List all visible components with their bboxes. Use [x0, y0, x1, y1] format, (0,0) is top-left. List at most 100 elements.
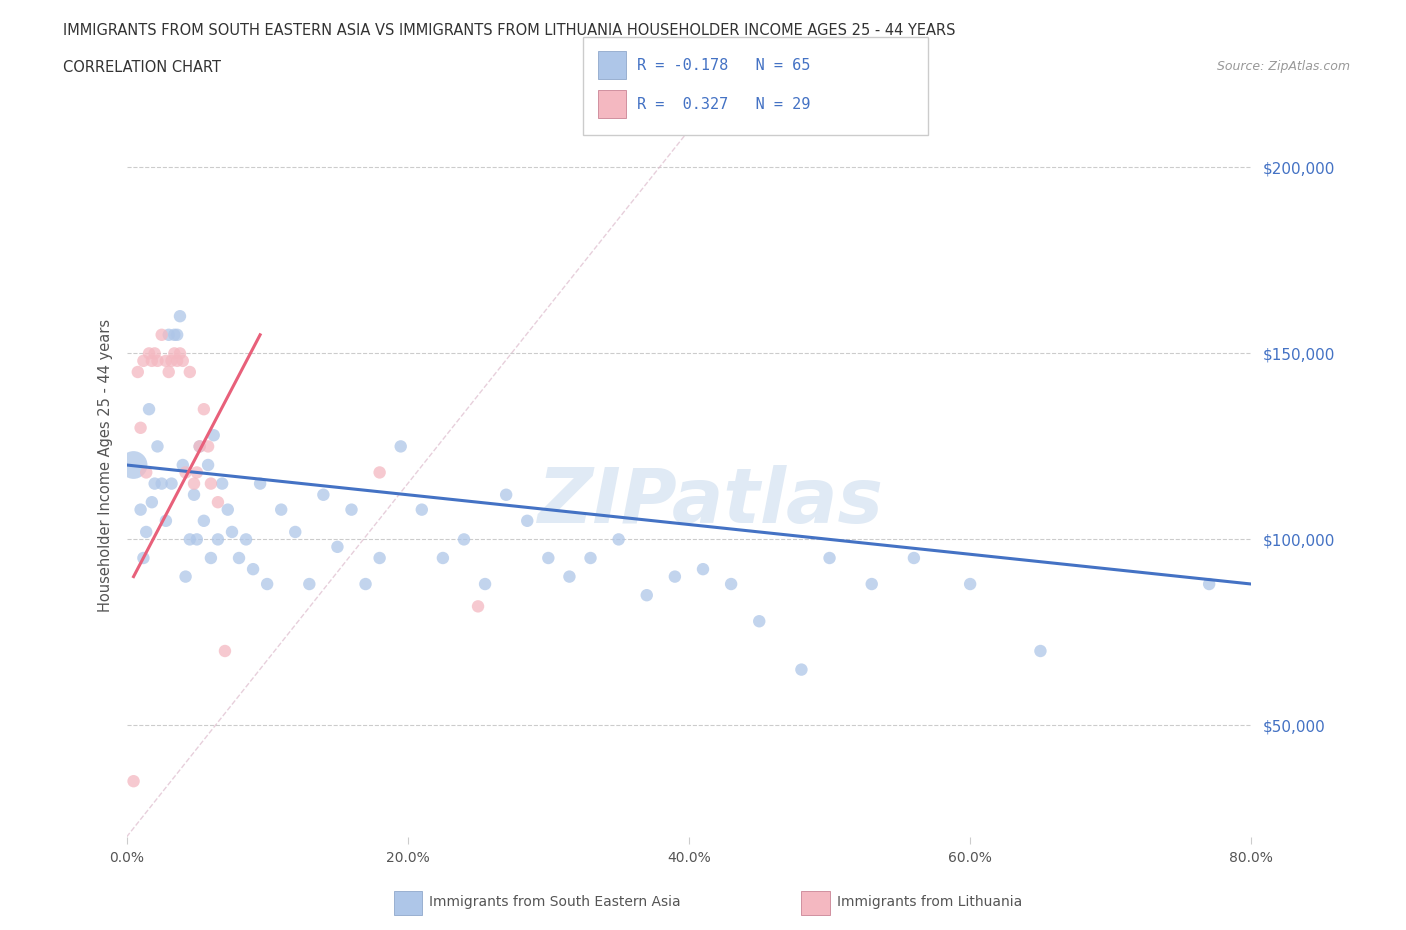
Point	[193, 402, 215, 417]
Point	[636, 588, 658, 603]
Point	[558, 569, 581, 584]
Point	[200, 551, 222, 565]
Point	[692, 562, 714, 577]
Point	[166, 327, 188, 342]
Point	[214, 644, 236, 658]
Point	[467, 599, 489, 614]
Point	[155, 513, 177, 528]
Point	[249, 476, 271, 491]
Point	[186, 532, 208, 547]
Point	[141, 495, 163, 510]
Point	[1029, 644, 1052, 658]
Point	[235, 532, 257, 547]
Point	[141, 353, 163, 368]
Point	[411, 502, 433, 517]
Point	[368, 551, 391, 565]
Point	[228, 551, 250, 565]
Point	[135, 465, 157, 480]
Point	[197, 439, 219, 454]
Point	[174, 465, 197, 480]
Point	[200, 476, 222, 491]
Point	[157, 365, 180, 379]
Point	[129, 420, 152, 435]
Point	[150, 327, 173, 342]
Point	[183, 487, 205, 502]
Point	[1198, 577, 1220, 591]
Point	[143, 346, 166, 361]
Point	[127, 365, 149, 379]
Point	[155, 353, 177, 368]
Point	[298, 577, 321, 591]
Point	[179, 365, 201, 379]
Point	[132, 551, 155, 565]
Point	[389, 439, 412, 454]
Point	[432, 551, 454, 565]
Point	[138, 346, 160, 361]
Point	[211, 476, 233, 491]
Point	[146, 353, 169, 368]
Point	[312, 487, 335, 502]
Point	[129, 502, 152, 517]
Text: CORRELATION CHART: CORRELATION CHART	[63, 60, 221, 75]
Point	[860, 577, 883, 591]
Point	[169, 309, 191, 324]
Y-axis label: Householder Income Ages 25 - 44 years: Householder Income Ages 25 - 44 years	[97, 318, 112, 612]
Point	[150, 476, 173, 491]
Point	[160, 353, 183, 368]
Point	[284, 525, 307, 539]
Point	[179, 532, 201, 547]
Point	[143, 476, 166, 491]
Point	[183, 476, 205, 491]
Point	[221, 525, 243, 539]
Point	[720, 577, 742, 591]
Point	[903, 551, 925, 565]
Point	[579, 551, 602, 565]
Point	[207, 532, 229, 547]
Point	[818, 551, 841, 565]
Point	[166, 353, 188, 368]
Text: Immigrants from South Eastern Asia: Immigrants from South Eastern Asia	[429, 895, 681, 910]
Point	[193, 513, 215, 528]
Point	[453, 532, 475, 547]
Point	[174, 569, 197, 584]
Text: Source: ZipAtlas.com: Source: ZipAtlas.com	[1216, 60, 1350, 73]
Text: R = -0.178   N = 65: R = -0.178 N = 65	[637, 58, 810, 73]
Point	[122, 458, 145, 472]
Point	[197, 458, 219, 472]
Point	[163, 327, 186, 342]
Text: IMMIGRANTS FROM SOUTH EASTERN ASIA VS IMMIGRANTS FROM LITHUANIA HOUSEHOLDER INCO: IMMIGRANTS FROM SOUTH EASTERN ASIA VS IM…	[63, 23, 956, 38]
Point	[132, 353, 155, 368]
Point	[495, 487, 517, 502]
Point	[188, 439, 211, 454]
Point	[368, 465, 391, 480]
Text: R =  0.327   N = 29: R = 0.327 N = 29	[637, 97, 810, 112]
Point	[160, 476, 183, 491]
Point	[354, 577, 377, 591]
Point	[217, 502, 239, 517]
Point	[959, 577, 981, 591]
Point	[474, 577, 496, 591]
Point	[516, 513, 538, 528]
Point	[748, 614, 770, 629]
Text: ZIPatlas: ZIPatlas	[538, 465, 884, 539]
Point	[256, 577, 278, 591]
Point	[122, 774, 145, 789]
Text: Immigrants from Lithuania: Immigrants from Lithuania	[837, 895, 1022, 910]
Point	[607, 532, 630, 547]
Point	[157, 327, 180, 342]
Point	[163, 346, 186, 361]
Point	[186, 465, 208, 480]
Point	[207, 495, 229, 510]
Point	[270, 502, 292, 517]
Point	[172, 458, 194, 472]
Point	[790, 662, 813, 677]
Point	[202, 428, 225, 443]
Point	[537, 551, 560, 565]
Point	[169, 346, 191, 361]
Point	[340, 502, 363, 517]
Point	[138, 402, 160, 417]
Point	[664, 569, 686, 584]
Point	[326, 539, 349, 554]
Point	[172, 353, 194, 368]
Point	[146, 439, 169, 454]
